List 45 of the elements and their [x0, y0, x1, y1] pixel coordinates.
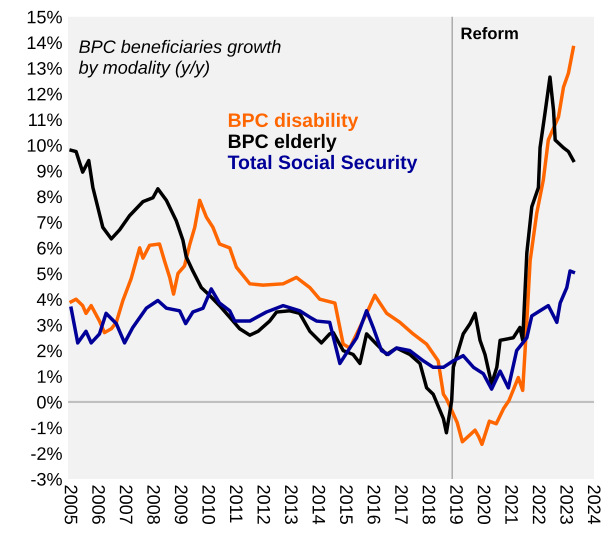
y-tick-label: 11%: [29, 113, 62, 126]
x-tick-label: 2010: [202, 485, 216, 524]
ref-line-label: Reform: [462, 27, 518, 40]
y-tick-label: 13%: [28, 62, 62, 75]
y-tick-label: 4%: [36, 293, 62, 306]
y-tick-label: 12%: [28, 88, 62, 100]
x-tick-label: 2024: [588, 485, 601, 524]
x-tick-label: 2009: [174, 485, 188, 524]
x-tick-label: 2016: [368, 485, 380, 524]
y-tick-label: 8%: [37, 190, 62, 204]
x-tick-label: 2017: [395, 485, 408, 524]
x-tick-label: 2011: [230, 485, 243, 522]
y-tick-label: 6%: [37, 242, 62, 255]
text: Total Social Security: [228, 154, 418, 174]
y-tick-label: -3%: [31, 472, 62, 486]
y-tick-label: 10%: [28, 139, 62, 152]
text: BPC elderly: [228, 134, 337, 152]
y-tick-label: 7%: [37, 216, 62, 229]
x-tick-label: 2014: [312, 485, 326, 524]
x-tick-label: 2008: [147, 485, 160, 524]
y-tick-label: 15%: [28, 10, 62, 24]
text: BPC disability: [228, 112, 358, 131]
text: BPC beneficiaries growth by modality (y/y): [78, 40, 281, 78]
y-tick-label: -2%: [31, 447, 62, 460]
x-tick-label: 2019: [450, 485, 463, 524]
y-tick-label: 14%: [28, 36, 62, 50]
line-series: [69, 269, 576, 391]
x-tick-label: 2006: [92, 485, 105, 524]
y-tick-label: 1%: [38, 370, 62, 383]
x-tick-label: 2023: [560, 485, 574, 524]
x-tick-label: 2012: [257, 485, 270, 524]
y-tick-label: -1%: [31, 422, 62, 434]
x-tick-label: 2021: [505, 485, 518, 524]
x-tick-label: 2018: [422, 485, 436, 524]
x-tick-label: 2020: [478, 485, 490, 524]
y-tick-label: 0%: [37, 396, 62, 409]
y-tick-label: 5%: [37, 268, 62, 280]
y-tick-label: 9%: [37, 164, 62, 178]
x-tick-label: 2005: [64, 485, 78, 524]
y-tick-label: 2%: [37, 344, 62, 358]
x-tick-label: 2022: [532, 485, 546, 524]
y-tick-label: 3%: [37, 318, 62, 332]
x-tick-label: 2015: [340, 485, 353, 524]
x-tick-label: 2013: [284, 485, 298, 524]
x-tick-label: 2007: [120, 485, 132, 524]
